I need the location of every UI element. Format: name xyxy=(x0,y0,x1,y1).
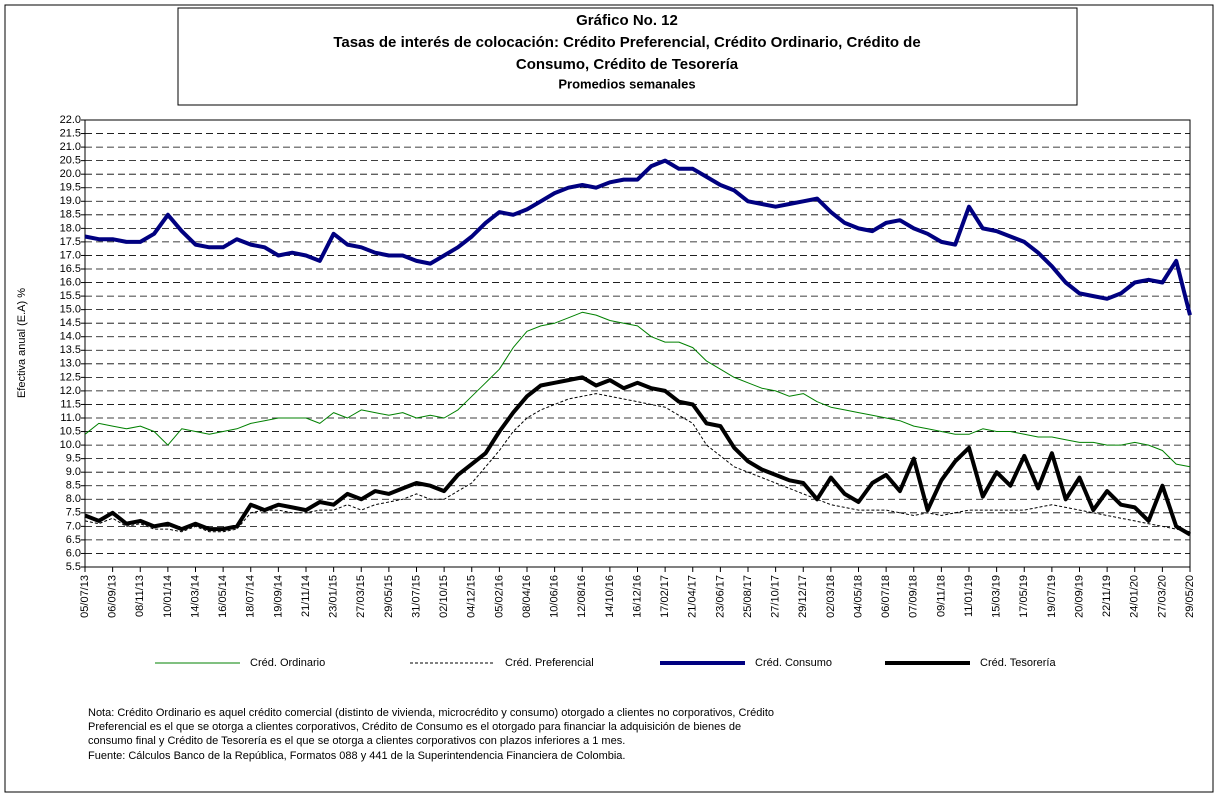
x-tick-label: 27/10/17 xyxy=(770,575,782,618)
x-tick-label: 06/09/13 xyxy=(107,575,119,618)
y-tick-label: 14.0 xyxy=(60,331,81,343)
chart-title: Gráfico No. 12 xyxy=(576,12,678,29)
y-tick-label: 15.5 xyxy=(60,290,81,302)
x-tick-label: 16/05/14 xyxy=(217,575,229,618)
x-tick-label: 19/09/14 xyxy=(272,575,284,618)
x-tick-label: 05/02/16 xyxy=(493,575,505,618)
x-tick-label: 15/03/19 xyxy=(991,575,1003,618)
x-tick-label: 24/01/20 xyxy=(1129,575,1141,618)
x-tick-label: 02/03/18 xyxy=(825,575,837,618)
y-tick-label: 18.5 xyxy=(60,209,81,221)
x-tick-label: 08/04/16 xyxy=(521,575,533,618)
x-tick-label: 31/07/15 xyxy=(410,575,422,618)
series-line xyxy=(84,393,1191,533)
y-tick-label: 9.5 xyxy=(66,453,81,465)
x-tick-label: 08/11/13 xyxy=(134,575,146,617)
y-tick-label: 8.0 xyxy=(66,493,81,505)
y-tick-label: 11.5 xyxy=(60,398,81,410)
y-tick-label: 17.0 xyxy=(60,249,81,261)
note: Fuente: Cálculos Banco de la República, … xyxy=(88,750,626,762)
y-tick-label: 19.5 xyxy=(60,182,81,194)
y-tick-label: 15.0 xyxy=(60,304,81,316)
frame xyxy=(4,4,1214,793)
x-tick-label: 20/09/19 xyxy=(1073,575,1085,618)
chart-title: Tasas de interés de colocación: Crédito … xyxy=(333,34,920,51)
y-tick-label: 20.5 xyxy=(60,155,81,167)
y-tick-label: 7.5 xyxy=(66,507,81,519)
note: Nota: Crédito Ordinario es aquel crédito… xyxy=(88,707,774,719)
y-tick-label: 14.5 xyxy=(60,317,81,329)
y-tick-label: 9.0 xyxy=(66,466,81,478)
x-tick-label: 14/10/16 xyxy=(604,575,616,618)
legend-label: Créd. Preferencial xyxy=(505,657,594,669)
x-tick-label: 05/07/13 xyxy=(79,575,91,618)
x-tick-label: 29/05/15 xyxy=(383,575,395,618)
x-tick-label: 21/04/17 xyxy=(687,575,699,618)
x-tick-label: 17/02/17 xyxy=(659,575,671,618)
x-tick-label: 10/01/14 xyxy=(162,575,174,618)
y-tick-label: 18.0 xyxy=(60,222,81,234)
x-tick-label: 04/12/15 xyxy=(466,575,478,618)
x-tick-label: 11/01/19 xyxy=(963,575,975,617)
y-tick-label: 11.0 xyxy=(60,412,81,424)
y-tick-label: 5.5 xyxy=(66,561,81,573)
y-tick-label: 17.5 xyxy=(60,236,81,248)
x-tick-label: 04/05/18 xyxy=(852,575,864,618)
plot-area xyxy=(84,119,1191,568)
y-tick-label: 16.0 xyxy=(60,276,81,288)
series-line xyxy=(84,311,1191,468)
legend-label: Créd. Ordinario xyxy=(250,657,325,669)
x-tick-label: 29/05/20 xyxy=(1184,575,1196,618)
x-tick-label: 23/01/15 xyxy=(328,575,340,618)
x-tick-label: 16/12/16 xyxy=(631,575,643,618)
series-line xyxy=(84,375,1192,537)
y-tick-label: 7.0 xyxy=(66,520,81,532)
x-tick-label: 14/03/14 xyxy=(189,575,201,618)
x-tick-label: 22/11/19 xyxy=(1101,575,1113,617)
series-line xyxy=(84,158,1192,316)
chart-title: Consumo, Crédito de Tesorería xyxy=(516,56,739,73)
y-tick-label: 10.5 xyxy=(60,425,81,437)
x-tick-label: 27/03/15 xyxy=(355,575,367,618)
legend-label: Créd. Tesorería xyxy=(980,657,1056,669)
y-tick-label: 10.0 xyxy=(60,439,81,451)
y-tick-label: 6.0 xyxy=(66,547,81,559)
note: consumo final y Crédito de Tesorería es … xyxy=(88,735,625,747)
x-tick-label: 21/11/14 xyxy=(300,575,312,617)
title-box xyxy=(177,7,1078,106)
y-tick-label: 13.0 xyxy=(60,358,81,370)
x-tick-label: 18/07/14 xyxy=(245,575,257,618)
legend-label: Créd. Consumo xyxy=(755,657,832,669)
y-tick-label: 21.0 xyxy=(60,141,81,153)
y-tick-label: 16.5 xyxy=(60,263,81,275)
note: Preferencial es el que se otorga a clien… xyxy=(88,721,741,733)
x-tick-label: 23/06/17 xyxy=(714,575,726,618)
x-tick-label: 17/05/19 xyxy=(1018,575,1030,618)
y-axis-label: Efectiva anual (E.A) % xyxy=(16,288,28,398)
y-tick-label: 6.5 xyxy=(66,534,81,546)
x-tick-label: 06/07/18 xyxy=(880,575,892,618)
x-tick-label: 29/12/17 xyxy=(797,575,809,618)
x-tick-label: 19/07/19 xyxy=(1046,575,1058,618)
x-tick-label: 27/03/20 xyxy=(1156,575,1168,618)
x-tick-label: 07/09/18 xyxy=(908,575,920,618)
x-tick-label: 10/06/16 xyxy=(549,575,561,618)
y-tick-label: 8.5 xyxy=(66,480,81,492)
chart-subtitle: Promedios semanales xyxy=(558,76,695,91)
x-tick-label: 09/11/18 xyxy=(935,575,947,617)
y-tick-label: 12.0 xyxy=(60,385,81,397)
y-tick-label: 22.0 xyxy=(60,114,81,126)
y-tick-label: 19.0 xyxy=(60,195,81,207)
x-tick-label: 02/10/15 xyxy=(438,575,450,618)
x-tick-label: 25/08/17 xyxy=(742,575,754,618)
y-tick-label: 20.0 xyxy=(60,168,81,180)
y-tick-label: 21.5 xyxy=(60,127,81,139)
x-tick-label: 12/08/16 xyxy=(576,575,588,618)
y-tick-label: 13.5 xyxy=(60,344,81,356)
y-tick-label: 12.5 xyxy=(60,371,81,383)
